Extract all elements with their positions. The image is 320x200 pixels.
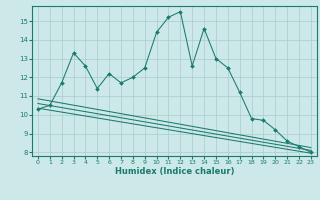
X-axis label: Humidex (Indice chaleur): Humidex (Indice chaleur) [115,167,234,176]
